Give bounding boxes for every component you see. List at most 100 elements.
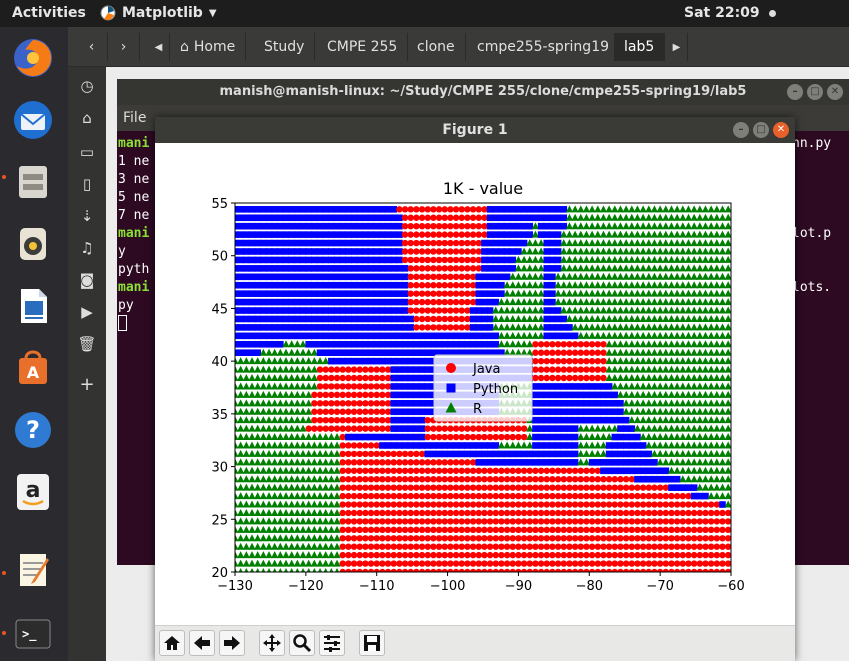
python-point: [316, 231, 324, 238]
crumb-scroll-right-button[interactable]: ▶: [666, 33, 688, 61]
java-point: [724, 518, 731, 525]
python-point: [305, 239, 312, 247]
java-point: [600, 492, 607, 500]
terminal-output[interactable]: mani 1 ne 3 ne 5 ne 7 ne mani y pyth man…: [117, 131, 849, 565]
python-point: [469, 324, 477, 331]
pan-button[interactable]: [259, 630, 285, 656]
java-point: [707, 526, 715, 534]
crumb-cmpe255[interactable]: CMPE 255: [317, 33, 409, 61]
software-center-icon[interactable]: A: [8, 343, 58, 393]
r-point: [254, 365, 262, 373]
python-point: [260, 281, 267, 289]
java-point: [384, 484, 392, 491]
java-point: [407, 307, 414, 314]
python-point: [509, 248, 517, 255]
python-point: [396, 256, 403, 264]
crumb-clone[interactable]: clone: [407, 33, 466, 61]
menu-file[interactable]: File: [123, 110, 147, 126]
r-point: [707, 399, 715, 407]
videos-icon[interactable]: ▶: [81, 303, 93, 321]
maximize-icon[interactable]: □: [807, 84, 823, 100]
thunderbird-icon[interactable]: [8, 95, 58, 145]
java-point: [452, 206, 460, 213]
libreoffice-writer-icon[interactable]: [8, 281, 58, 331]
home-icon[interactable]: ⌂: [82, 109, 92, 127]
activities-button[interactable]: Activities: [12, 5, 86, 21]
forward-button[interactable]: [219, 630, 245, 656]
firefox-icon[interactable]: [8, 33, 58, 83]
music-icon[interactable]: ♫: [80, 239, 94, 257]
plot-canvas[interactable]: 1K - value−130 −120 −110 −100 −90 −80 −70 −6020…: [155, 143, 795, 625]
recent-icon[interactable]: ◷: [80, 77, 94, 95]
crumb-scroll-left-button[interactable]: ◀: [148, 33, 170, 61]
java-point: [617, 492, 624, 500]
java-point: [651, 492, 658, 500]
desktop-icon[interactable]: ▭: [79, 143, 95, 161]
forward-button[interactable]: ›: [108, 33, 140, 61]
clock[interactable]: Sat 22:09: [684, 5, 776, 21]
text-editor-icon[interactable]: [8, 545, 58, 595]
minimize-icon[interactable]: –: [733, 122, 749, 138]
files-icon[interactable]: [8, 157, 58, 207]
terminal-icon[interactable]: >_: [8, 609, 58, 659]
app-menu[interactable]: Matplotlib ▼: [100, 5, 217, 21]
java-point: [458, 290, 465, 297]
r-point: [305, 416, 313, 424]
python-point: [656, 475, 664, 483]
save-button[interactable]: [359, 630, 385, 656]
help-icon[interactable]: ?: [8, 405, 58, 455]
r-point: [282, 441, 290, 449]
pictures-icon[interactable]: ◙: [79, 271, 95, 289]
java-point: [413, 518, 420, 525]
r-point: [299, 365, 307, 373]
crumb-study[interactable]: Study: [254, 33, 316, 61]
r-point: [650, 365, 659, 373]
maximize-icon[interactable]: □: [753, 122, 769, 138]
r-point: [293, 500, 301, 508]
java-point: [345, 416, 352, 424]
r-point: [242, 483, 250, 491]
r-point: [520, 255, 528, 263]
r-point: [724, 399, 731, 407]
python-point: [515, 222, 522, 230]
back-button[interactable]: ‹: [76, 33, 108, 61]
python-point: [373, 290, 381, 297]
other-locations-icon[interactable]: +: [79, 373, 95, 395]
python-point: [401, 290, 409, 297]
crumb-lab5[interactable]: lab5: [614, 33, 666, 61]
close-icon[interactable]: ✕: [773, 122, 789, 138]
java-point: [441, 231, 448, 238]
java-point: [611, 484, 618, 491]
python-point: [277, 340, 284, 348]
python-point: [345, 298, 352, 306]
downloads-icon[interactable]: ⇣: [80, 207, 94, 225]
r-point: [571, 298, 579, 306]
crumb-home[interactable]: ⌂ Home: [170, 33, 247, 61]
configure-subplots-button[interactable]: [319, 630, 345, 656]
minimize-icon[interactable]: –: [787, 84, 803, 100]
java-point: [475, 568, 482, 572]
python-point: [537, 459, 545, 466]
java-point: [418, 273, 426, 280]
python-point: [282, 239, 290, 247]
r-point: [322, 357, 330, 365]
amazon-icon[interactable]: a: [8, 467, 58, 517]
rhythmbox-icon[interactable]: [8, 219, 58, 269]
r-point: [242, 424, 250, 432]
back-button[interactable]: [189, 630, 215, 656]
documents-icon[interactable]: ▯: [82, 175, 92, 193]
terminal-titlebar[interactable]: manish@manish-linux: ~/Study/CMPE 255/cl…: [117, 79, 849, 105]
close-icon[interactable]: ✕: [827, 84, 843, 100]
figure-titlebar[interactable]: Figure 1 – □ ✕: [155, 117, 795, 143]
crumb-cmpe255-spring19[interactable]: cmpe255-spring19: [467, 33, 621, 61]
zoom-button[interactable]: [289, 630, 315, 656]
r-point: [248, 390, 256, 398]
home-button[interactable]: [159, 630, 185, 656]
java-point: [447, 425, 454, 432]
java-point: [724, 535, 731, 542]
r-point: [497, 323, 506, 331]
python-point: [373, 349, 381, 357]
python-point: [345, 324, 352, 331]
trash-icon[interactable]: 🗑: [77, 335, 97, 353]
r-point: [628, 281, 636, 289]
